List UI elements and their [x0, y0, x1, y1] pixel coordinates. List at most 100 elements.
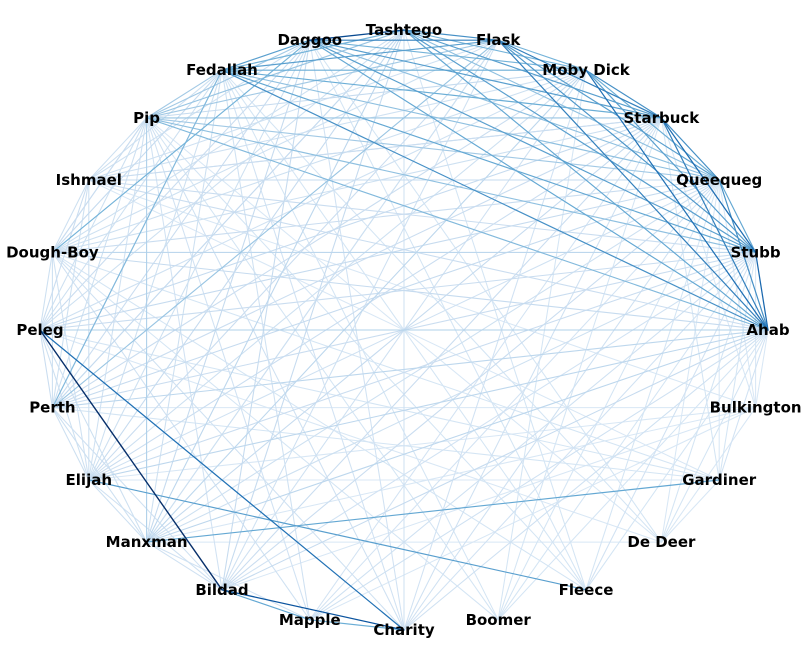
- edge-flask-queequeg: [497, 39, 720, 181]
- node-label-flask: Flask: [476, 31, 521, 49]
- edge-pip-moby-dick: [146, 69, 587, 119]
- edge-elijah-fleece: [88, 479, 587, 591]
- edge-tashtego-fedallah: [221, 29, 405, 71]
- edge-ishmael-stubb: [88, 179, 757, 253]
- edge-dough-boy-ahab: [51, 251, 769, 331]
- node-label-moby-dick: Moby Dick: [542, 61, 630, 79]
- edge-fleece-dough-boy: [51, 251, 587, 591]
- edge-fedallah-flask: [221, 39, 499, 71]
- edge-elijah-flask: [88, 39, 499, 481]
- edge-bildad-daggoo: [221, 39, 311, 591]
- edge-perth-ahab: [51, 329, 769, 409]
- edge-fleece-ahab: [585, 329, 769, 591]
- edge-boomer-queequeg: [497, 179, 720, 621]
- edge-tashtego-queequeg: [403, 29, 720, 181]
- edge-daggoo-fedallah: [221, 39, 311, 71]
- edge-manxman-gardiner: [146, 479, 720, 543]
- edge-moby-dick-queequeg: [585, 69, 720, 181]
- node-label-tashtego: Tashtego: [366, 21, 442, 39]
- edge-bulkington-ahab: [755, 329, 769, 409]
- edge-queequeg-stubb: [718, 179, 757, 253]
- edge-fedallah-dough-boy: [51, 69, 223, 253]
- edge-gardiner-peleg: [39, 329, 720, 481]
- edge-peleg-charity: [39, 329, 405, 631]
- edge-charity-stubb: [403, 251, 757, 631]
- edge-perth-manxman: [51, 407, 148, 543]
- edge-pip-ahab: [146, 117, 769, 331]
- edge-fedallah-ahab: [221, 69, 769, 331]
- edge-bildad-queequeg: [221, 179, 720, 591]
- edge-mapple-charity: [309, 619, 405, 631]
- edge-ishmael-ahab: [88, 179, 769, 331]
- node-label-peleg: Peleg: [16, 321, 63, 339]
- edge-boomer-moby-dick: [497, 69, 587, 621]
- edge-gardiner-dough-boy: [51, 251, 720, 481]
- node-label-starbuck: Starbuck: [624, 109, 701, 127]
- edge-tashtego-daggoo: [309, 29, 405, 41]
- edge-tashtego-pip: [146, 29, 405, 119]
- edge-mapple-starbuck: [309, 117, 662, 621]
- node-label-queequeg: Queequeg: [676, 171, 762, 189]
- edge-flask-ahab: [497, 39, 769, 331]
- edge-moby-dick-elijah: [88, 69, 587, 481]
- node-label-manxman: Manxman: [106, 533, 188, 551]
- edge-tashtego-ahab: [403, 29, 769, 331]
- edge-perth-bildad: [51, 407, 223, 591]
- edge-elijah-tashtego: [88, 29, 405, 481]
- edge-stubb-ahab: [754, 251, 769, 331]
- node-label-daggoo: Daggoo: [277, 31, 342, 49]
- edge-gardiner-stubb: [718, 251, 757, 481]
- edge-bildad-charity: [221, 589, 405, 631]
- edge-elijah-dough-boy: [51, 251, 90, 481]
- edge-ishmael-dough-boy: [51, 179, 90, 253]
- node-label-dough-boy: Dough-Boy: [6, 243, 99, 261]
- edge-fedallah-pip: [146, 69, 223, 119]
- edge-dough-boy-starbuck: [51, 117, 662, 253]
- edge-bulkington-elijah: [88, 407, 757, 481]
- edge-bulkington-bildad: [221, 407, 757, 591]
- edge-gardiner-ahab: [718, 329, 769, 481]
- edge-bildad-flask: [221, 39, 499, 591]
- edge-peleg-moby-dick: [39, 69, 587, 331]
- edge-charity-daggoo: [309, 39, 405, 631]
- node-label-mapple: Mapple: [279, 611, 341, 629]
- edge-manxman-ahab: [146, 329, 769, 543]
- edge-perth-moby-dick: [51, 69, 587, 409]
- edge-tashtego-starbuck: [403, 29, 662, 119]
- edge-peleg-starbuck: [39, 117, 662, 331]
- edge-elijah-manxman: [88, 479, 148, 543]
- edge-mapple-fedallah: [221, 69, 311, 621]
- node-label-elijah: Elijah: [66, 471, 112, 489]
- edge-pip-ishmael: [88, 117, 148, 181]
- node-label-de-deer: De Deer: [627, 533, 696, 551]
- edge-fedallah-elijah: [88, 69, 223, 481]
- edge-tashtego-flask: [403, 29, 499, 41]
- edge-daggoo-queequeg: [309, 39, 720, 181]
- node-label-fedallah: Fedallah: [186, 61, 258, 79]
- edge-daggoo-peleg: [39, 39, 311, 331]
- edge-fedallah-perth: [51, 69, 223, 409]
- edge-flask-manxman: [146, 39, 499, 543]
- edge-perth-elijah: [51, 407, 90, 481]
- edge-charity-starbuck: [403, 117, 662, 631]
- edge-daggoo-ishmael: [88, 39, 311, 181]
- edge-tashtego-moby-dick: [403, 29, 587, 71]
- edge-boomer-stubb: [497, 251, 757, 621]
- edge-fleece-pip: [146, 117, 587, 591]
- edge-bildad-mapple: [221, 589, 311, 621]
- edge-bildad-ahab: [221, 329, 769, 591]
- edge-fedallah-queequeg: [221, 69, 720, 181]
- edge-charity-queequeg: [403, 179, 720, 631]
- edge-elijah-ahab: [88, 329, 769, 481]
- node-label-ahab: Ahab: [746, 321, 789, 339]
- edge-ishmael-peleg: [39, 179, 90, 331]
- edge-gardiner-perth: [51, 407, 720, 481]
- edge-perth-tashtego: [51, 29, 405, 409]
- edge-bildad-starbuck: [221, 117, 662, 591]
- edge-peleg-manxman: [39, 329, 148, 543]
- edge-manxman-stubb: [146, 251, 757, 543]
- edge-elijah-starbuck: [88, 117, 662, 481]
- edge-moby-dick-starbuck: [585, 69, 663, 119]
- node-label-bildad: Bildad: [195, 581, 248, 599]
- edge-manxman-queequeg: [146, 179, 720, 543]
